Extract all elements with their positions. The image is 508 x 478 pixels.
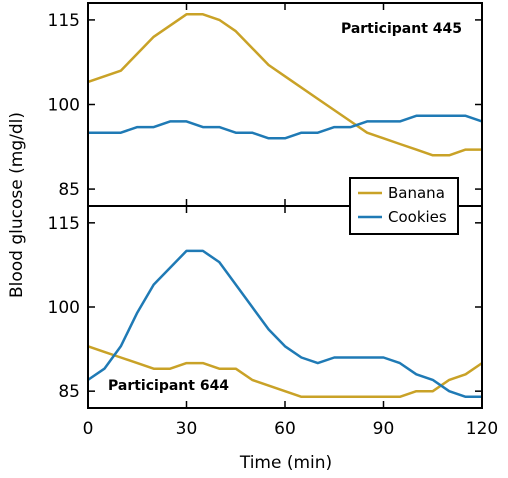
y-tick-label: 100	[48, 298, 80, 318]
x-tick-label: 120	[466, 419, 498, 439]
legend-label: Banana	[388, 184, 445, 202]
y-tick-label: 115	[48, 214, 80, 234]
panel-2: 85 100 115 Participant 644	[48, 205, 483, 409]
legend: Banana Cookies	[349, 177, 459, 235]
panel-1: 85 100 115 Participant 445	[48, 2, 483, 207]
y-tick-label: 100	[48, 96, 80, 116]
y-axis-label: Blood glucose (mg/dl)	[7, 112, 27, 298]
series-line-banana	[87, 13, 482, 157]
x-tick-label: 60	[274, 419, 296, 439]
legend-label: Cookies	[388, 208, 447, 226]
y-tick-label: 85	[58, 382, 80, 402]
y-tick-label: 85	[58, 180, 80, 200]
panel-frame	[87, 205, 483, 409]
series-line-cookies	[87, 249, 482, 399]
series-line-banana	[87, 345, 483, 399]
panel-annotation: Participant 445	[341, 21, 462, 37]
x-tick-label: 0	[83, 419, 94, 439]
x-tick-label: 90	[373, 419, 395, 439]
panel-annotation: Participant 644	[108, 378, 229, 394]
y-tick-label: 115	[48, 11, 80, 31]
x-tick-label: 30	[176, 419, 198, 439]
x-axis-label: Time (min)	[239, 453, 332, 473]
legend-box	[349, 177, 459, 235]
series-line-cookies	[88, 114, 483, 140]
